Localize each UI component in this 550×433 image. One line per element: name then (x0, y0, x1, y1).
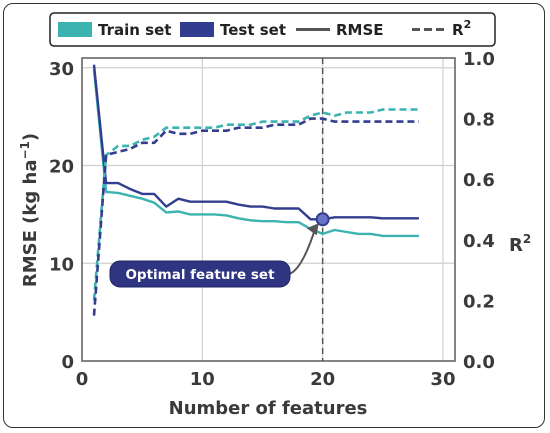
annotation-arrowhead (306, 223, 319, 236)
test-r2-line (92, 117, 419, 316)
y2-tick-label: 0.4 (463, 231, 495, 252)
annotation-arrow (288, 226, 317, 275)
y-tick-label: 20 (49, 157, 74, 178)
train-r2-line (92, 108, 419, 301)
y2-tick-label: 0.0 (463, 352, 495, 373)
test-rmse-line (92, 64, 419, 221)
y2-axis-label-main: R (509, 235, 523, 256)
y2-tick-label: 0.6 (463, 170, 495, 191)
y-axis-label-close: ) (20, 133, 41, 141)
legend-train-set-swatch (58, 22, 92, 37)
y-tick-label: 30 (49, 59, 74, 80)
y2-tick-label: 0.2 (463, 291, 495, 312)
x-tick-label: 0 (76, 369, 89, 390)
annotation-box (109, 260, 291, 288)
annotation-layer: Optimal feature set (109, 212, 330, 288)
legend-test-set-label: Test set (220, 21, 286, 39)
y-axis-label-sup: −1 (18, 141, 32, 159)
legend-train-set-label: Train set (98, 21, 171, 39)
legend-rmse-label: RMSE (336, 21, 384, 39)
x-tick-label: 30 (430, 369, 455, 390)
grid (82, 58, 455, 361)
plot-area-border (81, 57, 456, 362)
legend: Train set Test set RMSE R2 (49, 12, 496, 47)
y2-axis-label-sup: 2 (523, 232, 531, 246)
train-rmse-line (92, 69, 419, 238)
x-axis-label: Number of features (169, 398, 368, 419)
legend-entries: Train set Test set RMSE R2 (58, 18, 471, 39)
legend-test-set-swatch (180, 22, 214, 37)
y-tick-label: 0 (61, 352, 74, 373)
legend-r-label-sup: 2 (464, 18, 472, 31)
x-tick-label: 20 (310, 369, 335, 390)
y2-tick-label: 0.8 (463, 110, 495, 131)
tick-layer: 0 10 20 30 0 10 20 30 0.0 0.2 0.4 0.6 0.8 1.0 (49, 49, 495, 390)
x-tick-label: 10 (190, 369, 215, 390)
optimal-point-marker (315, 212, 330, 227)
y2-tick-label: 1.0 (463, 49, 495, 70)
legend-box (49, 12, 496, 47)
series-layer (92, 64, 419, 316)
figure-frame (3, 3, 545, 428)
y2-axis-label: R2 (509, 232, 531, 256)
y-axis-label: RMSE (kg ha−1) (18, 133, 41, 287)
y-tick-label: 10 (49, 254, 74, 275)
annotation-label: Optimal feature set (125, 267, 275, 283)
y-axis-label-main: RMSE (kg ha (20, 160, 41, 288)
